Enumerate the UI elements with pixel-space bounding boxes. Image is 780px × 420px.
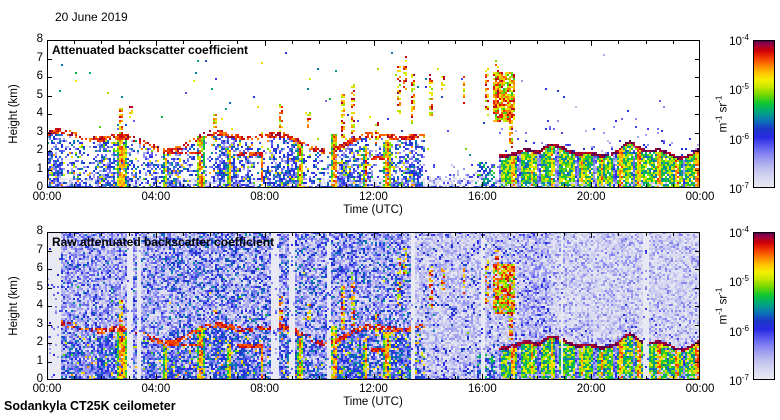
x-axis-label-top: Time (UTC) bbox=[343, 204, 403, 216]
y-tick-label: 5 bbox=[36, 88, 43, 101]
x-tick-label: 04:00 bbox=[141, 383, 171, 395]
colorbar-tick-label: 10-5 bbox=[729, 82, 749, 98]
y-tick-label: 2 bbox=[36, 336, 43, 348]
x-tick-label: 16:00 bbox=[467, 191, 497, 203]
figure-date: 20 June 2019 bbox=[55, 10, 128, 24]
x-tick-label: 16:00 bbox=[467, 383, 497, 395]
colorbar-tick-label: 10-7 bbox=[729, 181, 749, 196]
x-tick-label: 00:00 bbox=[32, 191, 62, 203]
colorbar-tick-label: 10-5 bbox=[729, 274, 749, 290]
x-axis-label-bottom: Time (UTC) bbox=[343, 396, 403, 408]
x-tick-label: 00:00 bbox=[32, 383, 62, 395]
x-tick-label: 12:00 bbox=[359, 383, 388, 395]
y-tick-label: 2 bbox=[36, 144, 43, 156]
x-tick-label: 04:00 bbox=[141, 191, 171, 203]
y-tick-label: 0 bbox=[36, 181, 43, 193]
colorbar-tick-label: 10-4 bbox=[729, 33, 749, 48]
y-tick-label: 5 bbox=[36, 280, 43, 293]
y-tick-label: 8 bbox=[36, 225, 43, 237]
panel-title-raw: Raw attenuated backscatter coefficient bbox=[52, 235, 275, 249]
y-tick-label: 3 bbox=[36, 125, 43, 138]
x-tick-label: 12:00 bbox=[359, 191, 388, 203]
x-tick-label: 08:00 bbox=[250, 191, 280, 203]
y-tick-label: 3 bbox=[36, 317, 43, 330]
colorbar-tick-label: 10-6 bbox=[729, 323, 749, 339]
y-tick-label: 7 bbox=[36, 243, 43, 256]
colorbar-tick-label: 10-7 bbox=[729, 373, 749, 388]
y-tick-label: 1 bbox=[36, 354, 43, 367]
colorbar-top bbox=[753, 40, 775, 188]
y-tick-label: 6 bbox=[36, 262, 43, 274]
colorbar-unit-top: m-1 sr-1 bbox=[714, 95, 730, 133]
attenuated-backscatter-heatmap bbox=[47, 40, 700, 188]
x-tick-label: 20:00 bbox=[576, 383, 606, 395]
y-tick-label: 4 bbox=[36, 299, 43, 311]
y-tick-label: 8 bbox=[36, 33, 43, 45]
x-tick-label: 00:00 bbox=[685, 191, 715, 203]
colorbar-tick-label: 10-4 bbox=[729, 225, 749, 240]
panel-title-attenuated: Attenuated backscatter coefficient bbox=[52, 43, 249, 57]
x-tick-label: 20:00 bbox=[576, 191, 606, 203]
x-tick-label: 00:00 bbox=[685, 383, 715, 395]
y-tick-label: 0 bbox=[36, 373, 43, 385]
y-tick-label: 4 bbox=[36, 107, 43, 119]
raw-attenuated-backscatter-heatmap bbox=[47, 232, 700, 380]
y-tick-label: 6 bbox=[36, 70, 43, 82]
y-tick-label: 7 bbox=[36, 51, 43, 64]
colorbar-bottom bbox=[753, 232, 775, 380]
x-tick-label: 08:00 bbox=[250, 383, 280, 395]
colorbar-unit-bottom: m-1 sr-1 bbox=[714, 287, 730, 325]
y-tick-label: 1 bbox=[36, 162, 43, 175]
colorbar-tick-label: 10-6 bbox=[729, 131, 749, 147]
instrument-footer: Sodankyla CT25K ceilometer bbox=[4, 399, 176, 413]
